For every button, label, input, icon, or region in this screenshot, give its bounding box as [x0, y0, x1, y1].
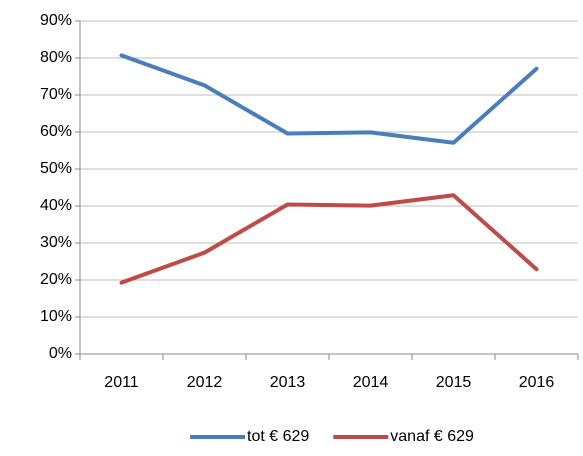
series-line — [119, 193, 539, 285]
y-tick-label: 20% — [40, 271, 72, 288]
y-tick-label: 10% — [40, 308, 72, 325]
x-tick-label: 2011 — [104, 374, 139, 391]
legend-label: vanaf € 629 — [390, 428, 474, 445]
x-tick-label: 2014 — [353, 374, 389, 391]
x-tick-label: 2012 — [187, 374, 223, 391]
series-line — [119, 53, 539, 145]
legend-label: tot € 629 — [247, 428, 309, 445]
y-tick-label: 40% — [40, 197, 72, 214]
x-tick-label: 2016 — [519, 374, 555, 391]
x-tick-label: 2015 — [436, 374, 472, 391]
y-tick-label: 60% — [40, 123, 72, 140]
y-tick-label: 50% — [40, 160, 72, 177]
y-tick-label: 30% — [40, 234, 72, 251]
y-tick-label: 0% — [49, 345, 72, 362]
y-tick-label: 90% — [40, 12, 72, 29]
y-tick-label: 70% — [40, 86, 72, 103]
x-tick-label: 2013 — [270, 374, 306, 391]
y-tick-label: 80% — [40, 49, 72, 66]
